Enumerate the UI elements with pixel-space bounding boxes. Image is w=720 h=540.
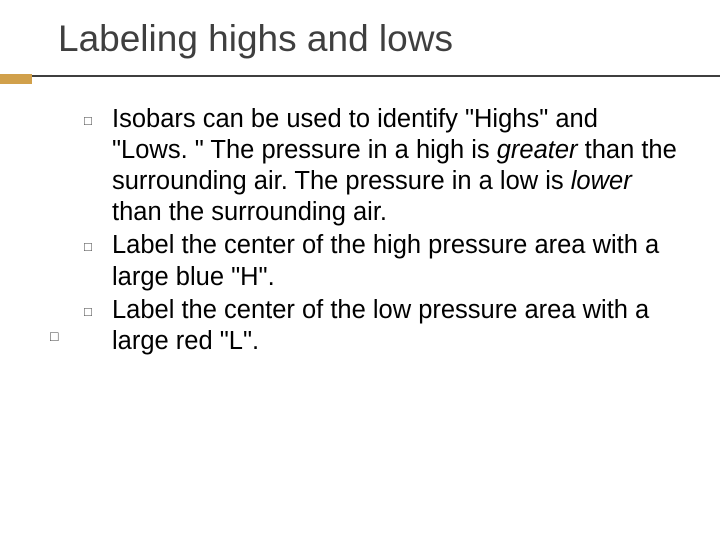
text-emphasis: lower bbox=[571, 167, 632, 195]
bullet-icon: □ bbox=[84, 230, 112, 292]
bullet-icon: □ bbox=[84, 295, 112, 357]
item-text: Label the center of the high pressure ar… bbox=[112, 230, 680, 292]
outer-bullet: □ bbox=[50, 118, 84, 344]
divider-accent bbox=[0, 74, 32, 84]
text-emphasis: greater bbox=[497, 136, 578, 164]
divider-line bbox=[0, 75, 720, 77]
content-area: □ □ Isobars can be used to identify "Hig… bbox=[50, 104, 680, 359]
list-item: □ Label the center of the low pressure a… bbox=[84, 295, 680, 357]
divider bbox=[50, 74, 680, 78]
bullet-icon: □ bbox=[84, 104, 112, 228]
text-part: than the surrounding air. bbox=[112, 198, 387, 226]
slide-title: Labeling highs and lows bbox=[58, 18, 680, 60]
list-item: □ Isobars can be used to identify "Highs… bbox=[84, 104, 680, 228]
list-item: □ Label the center of the high pressure … bbox=[84, 230, 680, 292]
item-text: Isobars can be used to identify "Highs" … bbox=[112, 104, 680, 228]
slide: Labeling highs and lows □ □ Isobars can … bbox=[0, 0, 720, 540]
item-text: Label the center of the low pressure are… bbox=[112, 295, 680, 357]
bullet-list: □ Isobars can be used to identify "Highs… bbox=[84, 104, 680, 359]
